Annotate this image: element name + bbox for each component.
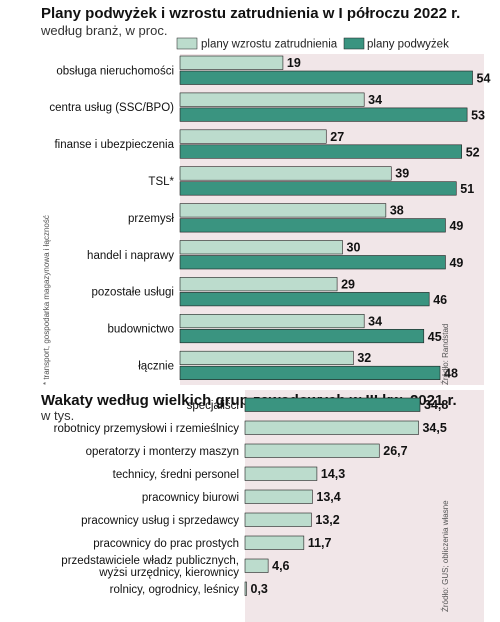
chart2-category-label: robotnicy przemysłowi i rzemieślnicy <box>54 423 240 435</box>
chart1-value-employment: 32 <box>357 351 371 365</box>
chart1-bar-raises <box>179 70 473 85</box>
chart2-value: 13,2 <box>315 513 339 527</box>
chart2-category-label: operatorzy i monterzy maszyn <box>86 446 239 458</box>
chart1-value-raises: 46 <box>433 293 447 307</box>
chart2-value: 4,6 <box>272 559 289 573</box>
chart1-subtitle: według branż, w proc. <box>40 23 167 38</box>
chart1-value-raises: 53 <box>471 108 485 122</box>
chart2-category-label: specjaliści <box>187 400 239 412</box>
chart2-category-label: pracownicy do prac prostych <box>93 538 239 550</box>
chart1-value-raises: 48 <box>444 367 458 381</box>
chart2-value: 34,5 <box>422 421 446 435</box>
chart2-bar <box>244 535 305 550</box>
chart2-category-label: technicy, średni personel <box>113 469 239 481</box>
chart1-value-employment: 38 <box>390 204 404 218</box>
chart2-bar <box>244 489 313 504</box>
chart1-bar-raises <box>179 255 446 270</box>
chart2-source: Źródło: GUS; obliczenia własne <box>441 500 450 612</box>
chart1-value-raises: 45 <box>428 330 442 344</box>
chart1-bar-employment <box>179 313 365 329</box>
chart1-category-label: przemysł <box>128 213 174 225</box>
chart2-bar <box>244 512 312 527</box>
chart1-bar-employment <box>179 92 365 107</box>
chart1-value-employment: 29 <box>341 277 355 291</box>
chart1-category-label: centra usług (SSC/BPO) <box>49 102 174 114</box>
chart1-value-raises: 51 <box>460 182 474 196</box>
chart1-category-label: pozostałe usługi <box>92 287 174 299</box>
chart1-bar-raises <box>179 181 457 196</box>
chart1-footnote: * transport, gospodarka magazynowa i łąc… <box>42 215 51 385</box>
chart1-category-label: handel i naprawy <box>87 250 174 262</box>
chart1-bar-employment <box>179 55 284 70</box>
chart1-value-employment: 30 <box>347 241 361 255</box>
chart1-bar-employment <box>179 166 392 181</box>
chart1-bar-employment <box>179 129 327 144</box>
chart1-category-label: łącznie <box>138 360 174 372</box>
chart2-value: 34,8 <box>424 398 448 412</box>
chart1-value-employment: 39 <box>395 167 409 181</box>
chart1-category-label: finanse i ubezpieczenia <box>54 139 174 151</box>
legend-swatch-raises <box>343 37 365 50</box>
chart1-bar-raises <box>179 328 425 344</box>
chart2-bar <box>244 466 318 481</box>
chart1-source: Źródło: Randstad <box>441 324 450 385</box>
chart2-subtitle: w tys. <box>40 408 74 423</box>
chart2-value: 26,7 <box>383 444 407 458</box>
chart2-category-label-line2: wyżsi urzędnicy, kierownicy <box>98 567 239 579</box>
chart2-value: 14,3 <box>321 467 345 481</box>
chart1-title: Plany podwyżek i wzrostu zatrudnienia w … <box>41 5 460 22</box>
chart2-bar <box>244 558 269 573</box>
chart1-value-employment: 34 <box>368 314 382 328</box>
chart1-value-raises: 49 <box>449 219 463 233</box>
chart2-bar <box>244 397 421 412</box>
chart2-bar <box>244 581 247 596</box>
chart1-value-employment: 19 <box>287 56 301 70</box>
chart1-bar-raises <box>179 218 446 233</box>
chart1-category-label: budownictwo <box>108 324 174 336</box>
chart1-bar-raises <box>179 292 430 307</box>
chart1-bar-employment <box>179 240 343 255</box>
chart1-bar-raises <box>179 107 468 122</box>
chart1-bar-employment <box>179 203 387 218</box>
chart2-value: 11,7 <box>308 536 332 550</box>
chart1-category-label: TSL* <box>148 176 174 188</box>
chart2-bar <box>244 443 380 458</box>
chart2-value: 13,4 <box>316 490 340 504</box>
chart2-category-label: rolnicy, ogrodnicy, leśnicy <box>110 584 240 596</box>
chart2-category-label: pracownicy biurowi <box>142 492 239 504</box>
chart1-value-raises: 49 <box>449 256 463 270</box>
legend-swatch-employment <box>176 37 198 50</box>
chart1-bar-raises <box>179 144 462 159</box>
legend-label-raises: plany podwyżek <box>367 39 449 51</box>
chart1-value-raises: 54 <box>477 72 491 86</box>
chart2-value: 0,3 <box>251 582 268 596</box>
legend-label-employment: plany wzrostu zatrudnienia <box>201 39 338 51</box>
chart2-category-label: pracownicy usług i sprzedawcy <box>81 515 239 527</box>
chart1-bar-raises <box>179 365 441 381</box>
chart2-bar <box>244 420 419 435</box>
chart1-value-raises: 52 <box>466 145 480 159</box>
chart1-value-employment: 34 <box>368 93 382 107</box>
chart1-value-employment: 27 <box>330 130 344 144</box>
chart1-category-label: obsługa nieruchomości <box>56 65 174 77</box>
chart1-bar-employment <box>179 277 338 292</box>
chart1-bar-employment <box>179 350 354 366</box>
chart2-category-label-line1: przedstawiciele władz publicznych, <box>61 555 239 567</box>
